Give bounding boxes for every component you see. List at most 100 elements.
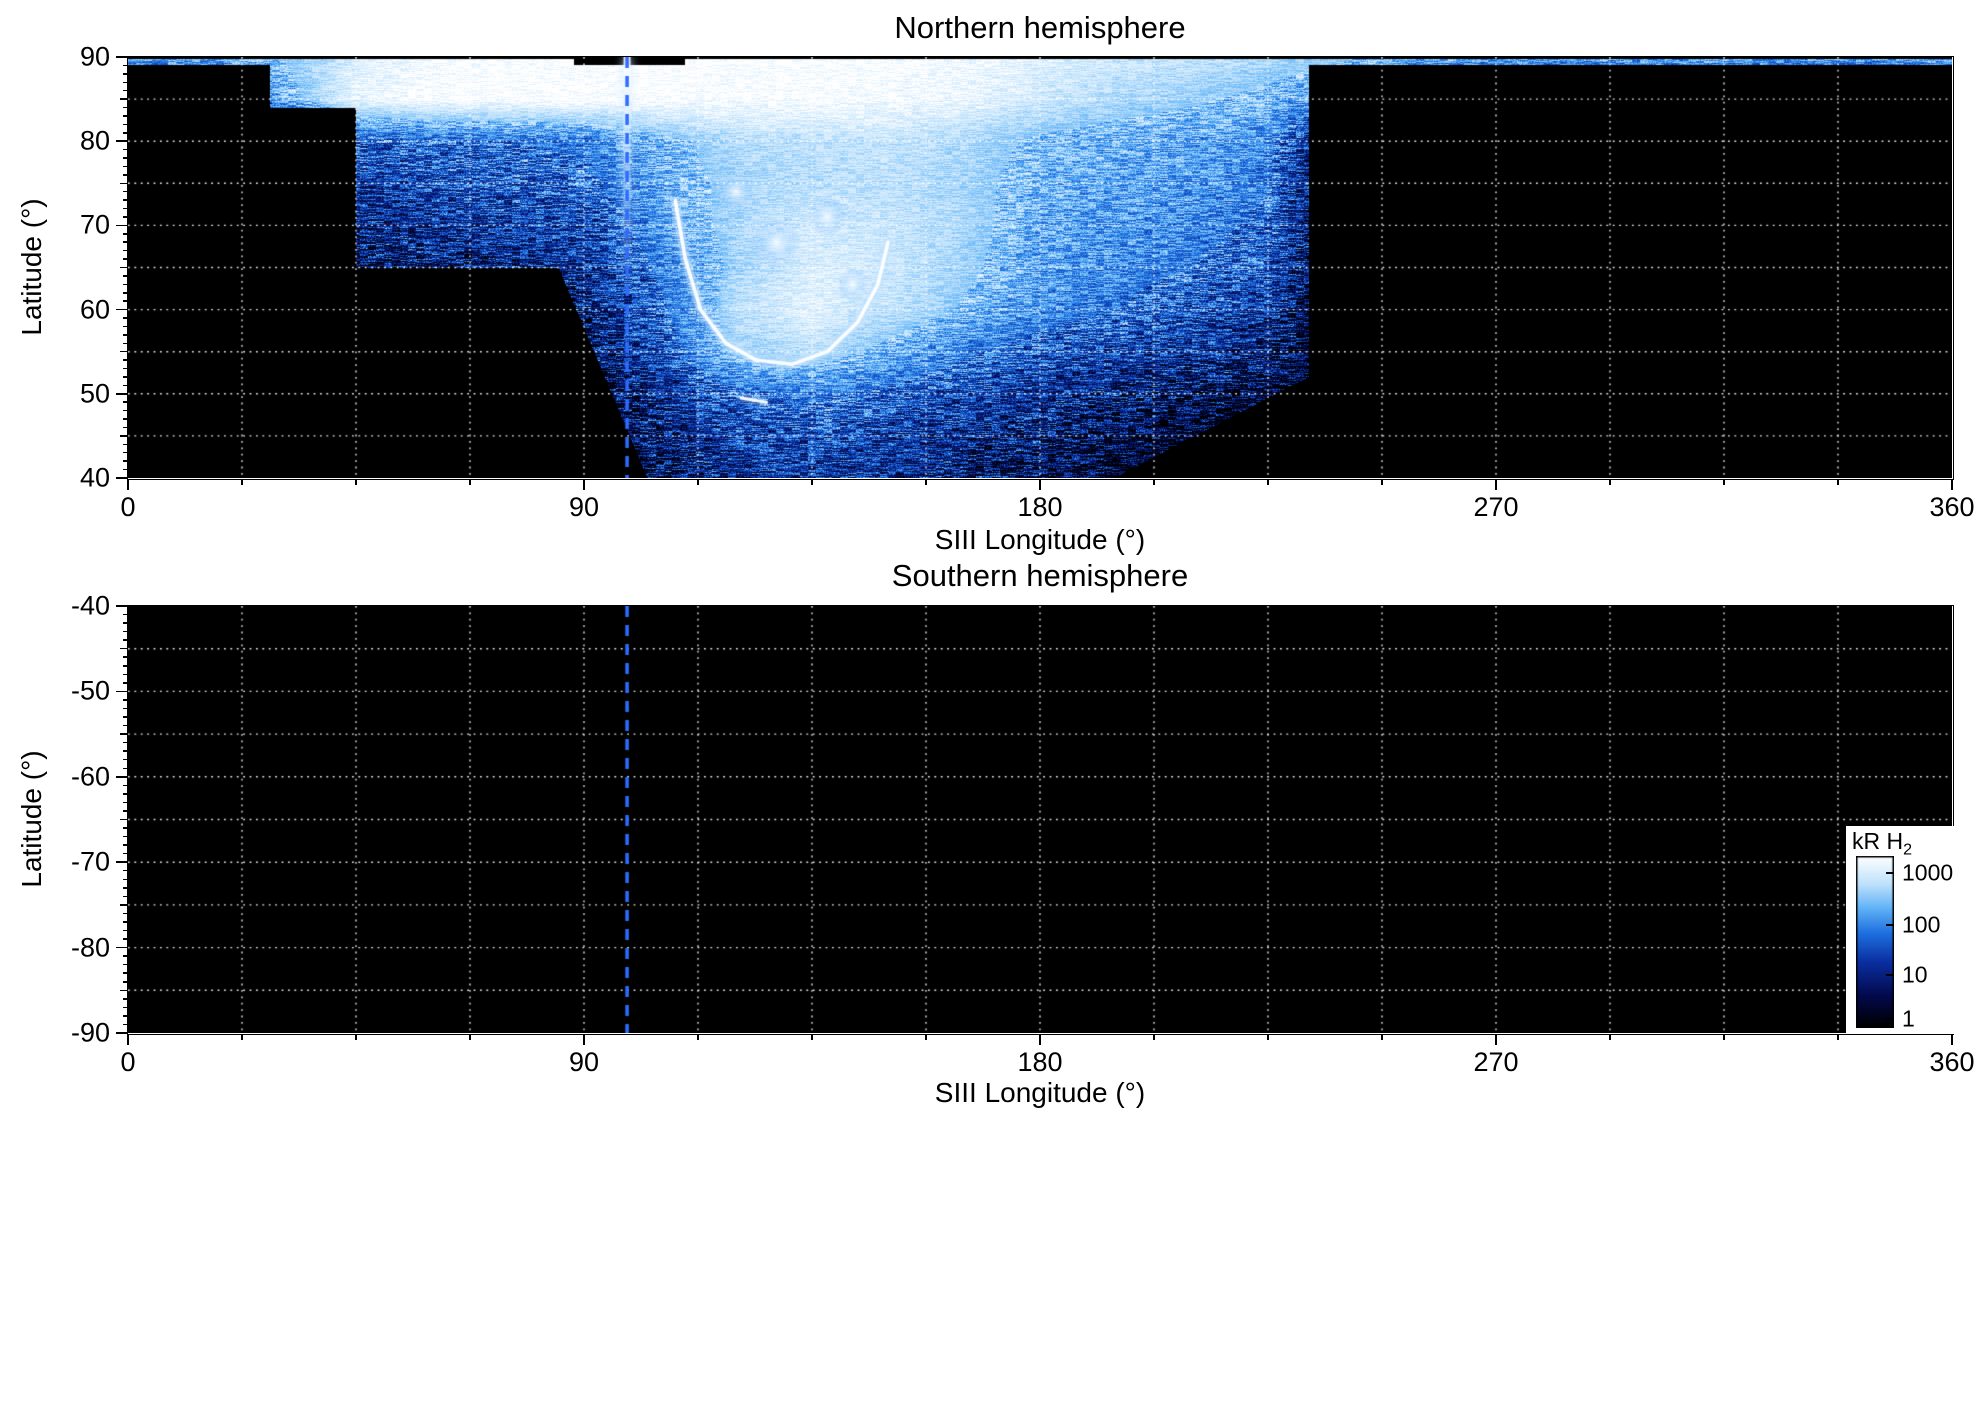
y-tick bbox=[122, 451, 127, 454]
y-tick bbox=[122, 359, 127, 361]
y-tick bbox=[122, 157, 127, 159]
colorbar-tick-mark bbox=[1886, 973, 1894, 976]
y-tick-label: 80 bbox=[79, 125, 110, 156]
y-tick-label: 90 bbox=[79, 41, 110, 72]
colorbar-canvas bbox=[1856, 856, 1894, 1028]
y-tick bbox=[122, 869, 127, 872]
north-heatmap-canvas bbox=[128, 57, 1952, 478]
y-tick-label: -80 bbox=[70, 932, 110, 963]
y-tick bbox=[122, 165, 127, 168]
south-yaxis-label: Latitude (°) bbox=[16, 750, 47, 888]
y-tick bbox=[115, 690, 127, 693]
colorbar-tick-label: 100 bbox=[1902, 911, 1941, 938]
y-tick bbox=[119, 350, 127, 353]
y-tick bbox=[119, 435, 127, 437]
x-major-tick bbox=[1039, 479, 1041, 490]
y-tick bbox=[122, 384, 127, 387]
y-tick bbox=[122, 376, 127, 378]
y-tick bbox=[122, 325, 127, 328]
y-tick bbox=[122, 73, 127, 75]
x-major-tick bbox=[583, 1034, 585, 1045]
y-tick bbox=[122, 938, 127, 940]
y-tick-label: -90 bbox=[70, 1017, 110, 1048]
x-minor-tick bbox=[241, 1034, 243, 1040]
x-minor-tick bbox=[1267, 479, 1269, 485]
y-tick bbox=[119, 904, 127, 906]
x-major-tick bbox=[1495, 1034, 1497, 1045]
y-tick bbox=[122, 682, 127, 684]
x-tick-label: 90 bbox=[568, 1047, 600, 1077]
x-tick-label: 180 bbox=[1017, 1047, 1063, 1077]
y-tick bbox=[115, 224, 127, 227]
y-tick bbox=[115, 477, 127, 479]
y-tick bbox=[122, 793, 127, 795]
y-tick bbox=[122, 750, 127, 752]
x-minor-tick bbox=[925, 479, 927, 485]
x-major-tick bbox=[1951, 1034, 1953, 1045]
y-tick-label: -40 bbox=[70, 590, 110, 621]
y-tick bbox=[122, 929, 127, 932]
x-tick-label: 90 bbox=[568, 492, 600, 522]
y-tick bbox=[122, 275, 127, 277]
y-tick bbox=[122, 443, 127, 446]
x-tick-label: 270 bbox=[1473, 492, 1519, 522]
y-tick bbox=[122, 190, 127, 193]
colorbar-title-subscript: 2 bbox=[1903, 840, 1913, 859]
y-tick bbox=[119, 98, 127, 100]
y-tick bbox=[122, 887, 127, 889]
y-tick bbox=[122, 468, 127, 471]
y-tick-label: 50 bbox=[79, 378, 110, 409]
x-major-tick bbox=[583, 479, 585, 490]
colorbar-title-text: kR H bbox=[1852, 828, 1904, 854]
y-tick bbox=[122, 878, 127, 881]
y-tick bbox=[122, 673, 127, 676]
y-tick bbox=[115, 140, 127, 142]
y-tick bbox=[119, 733, 127, 735]
colorbar-tick-mark bbox=[1886, 872, 1894, 875]
x-tick-label: 360 bbox=[1929, 492, 1975, 522]
x-minor-tick bbox=[811, 479, 813, 485]
y-tick bbox=[122, 784, 127, 787]
y-tick bbox=[122, 292, 127, 294]
y-tick bbox=[122, 1006, 127, 1009]
y-tick bbox=[122, 741, 127, 744]
y-tick bbox=[122, 115, 127, 117]
x-minor-tick bbox=[1837, 1034, 1839, 1040]
x-minor-tick bbox=[1381, 1034, 1383, 1040]
y-tick bbox=[122, 810, 127, 812]
south-xaxis-label: SIII Longitude (°) bbox=[934, 1077, 1146, 1108]
y-tick-label: -50 bbox=[70, 675, 110, 706]
x-minor-tick bbox=[1837, 479, 1839, 485]
colorbar-tick-label: 1000 bbox=[1902, 859, 1954, 886]
y-tick bbox=[122, 199, 127, 201]
y-tick bbox=[122, 981, 127, 983]
y-tick bbox=[122, 852, 127, 855]
y-tick bbox=[122, 1015, 127, 1017]
y-tick bbox=[122, 367, 127, 370]
x-tick-label: 360 bbox=[1929, 1047, 1975, 1077]
south-title: Southern hemisphere bbox=[891, 558, 1189, 593]
y-tick bbox=[122, 622, 127, 624]
y-tick bbox=[115, 308, 127, 311]
y-tick bbox=[122, 123, 127, 126]
y-tick bbox=[115, 861, 127, 863]
y-tick bbox=[122, 972, 127, 974]
x-minor-tick bbox=[1267, 1034, 1269, 1040]
x-minor-tick bbox=[1153, 479, 1155, 485]
colorbar-tick-label: 10 bbox=[1902, 961, 1928, 988]
y-tick-label: -70 bbox=[70, 846, 110, 877]
x-major-tick bbox=[127, 1034, 129, 1045]
y-tick bbox=[122, 409, 127, 412]
y-tick bbox=[122, 921, 127, 923]
y-tick bbox=[122, 174, 127, 176]
y-tick bbox=[122, 613, 127, 616]
x-minor-tick bbox=[241, 479, 243, 485]
x-tick-label: 0 bbox=[120, 1047, 136, 1077]
x-minor-tick bbox=[925, 1034, 927, 1040]
y-tick bbox=[122, 630, 127, 633]
y-tick bbox=[122, 233, 127, 235]
y-tick bbox=[122, 955, 127, 957]
y-tick bbox=[122, 207, 127, 210]
y-tick bbox=[122, 426, 127, 429]
y-tick bbox=[119, 818, 127, 821]
